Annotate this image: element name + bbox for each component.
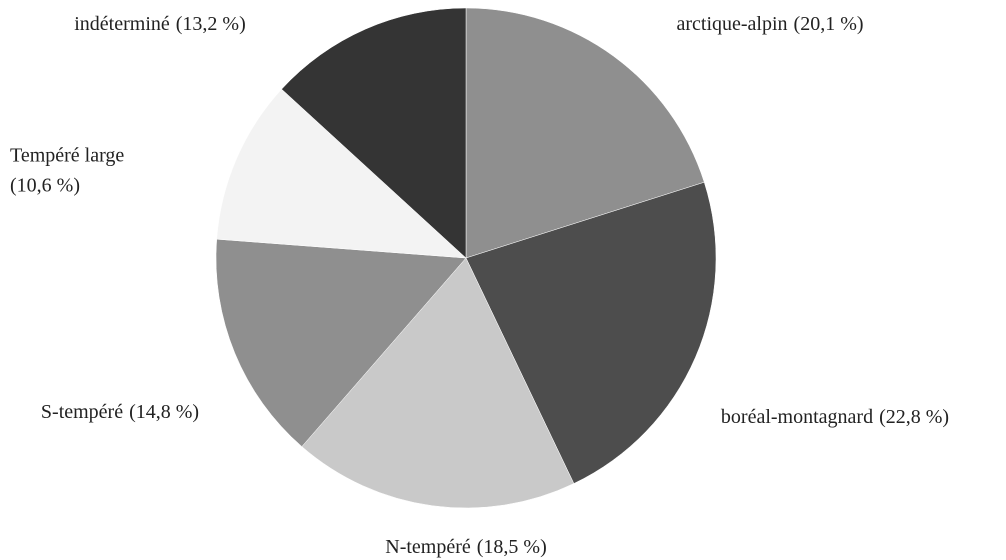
slice-label-group: boréal-montagnard (22,8 %) bbox=[721, 406, 949, 428]
pie-slice bbox=[281, 7, 467, 259]
slice-label: S-tempéré bbox=[41, 401, 123, 423]
pie-slice bbox=[215, 238, 467, 447]
slice-label: Tempéré large bbox=[10, 145, 124, 167]
pie-slice bbox=[465, 181, 717, 484]
slice-label-group: N-tempéré (18,5 %) bbox=[385, 536, 547, 558]
slice-label: N-tempéré bbox=[385, 536, 471, 558]
pie-slice bbox=[465, 7, 705, 259]
slice-label-group: indéterminé (13,2 %) bbox=[74, 13, 246, 35]
slice-label: boréal-montagnard bbox=[721, 406, 873, 428]
pie-slice bbox=[301, 257, 575, 509]
slice-label: arctique-alpin bbox=[676, 13, 787, 35]
slice-label: indéterminé bbox=[74, 13, 170, 35]
slice-label-group: S-tempéré (14,8 %) bbox=[41, 401, 199, 423]
pie-slice bbox=[216, 88, 467, 259]
slice-label-group: arctique-alpin (20,1 %) bbox=[676, 13, 863, 35]
value-label: (20,1 %) bbox=[794, 13, 864, 35]
value-label: (13,2 %) bbox=[176, 13, 246, 35]
value-label: (10,6 %) bbox=[10, 175, 80, 197]
value-label: (18,5 %) bbox=[477, 536, 547, 558]
value-label: (14,8 %) bbox=[129, 401, 199, 423]
value-label: (22,8 %) bbox=[879, 406, 949, 428]
